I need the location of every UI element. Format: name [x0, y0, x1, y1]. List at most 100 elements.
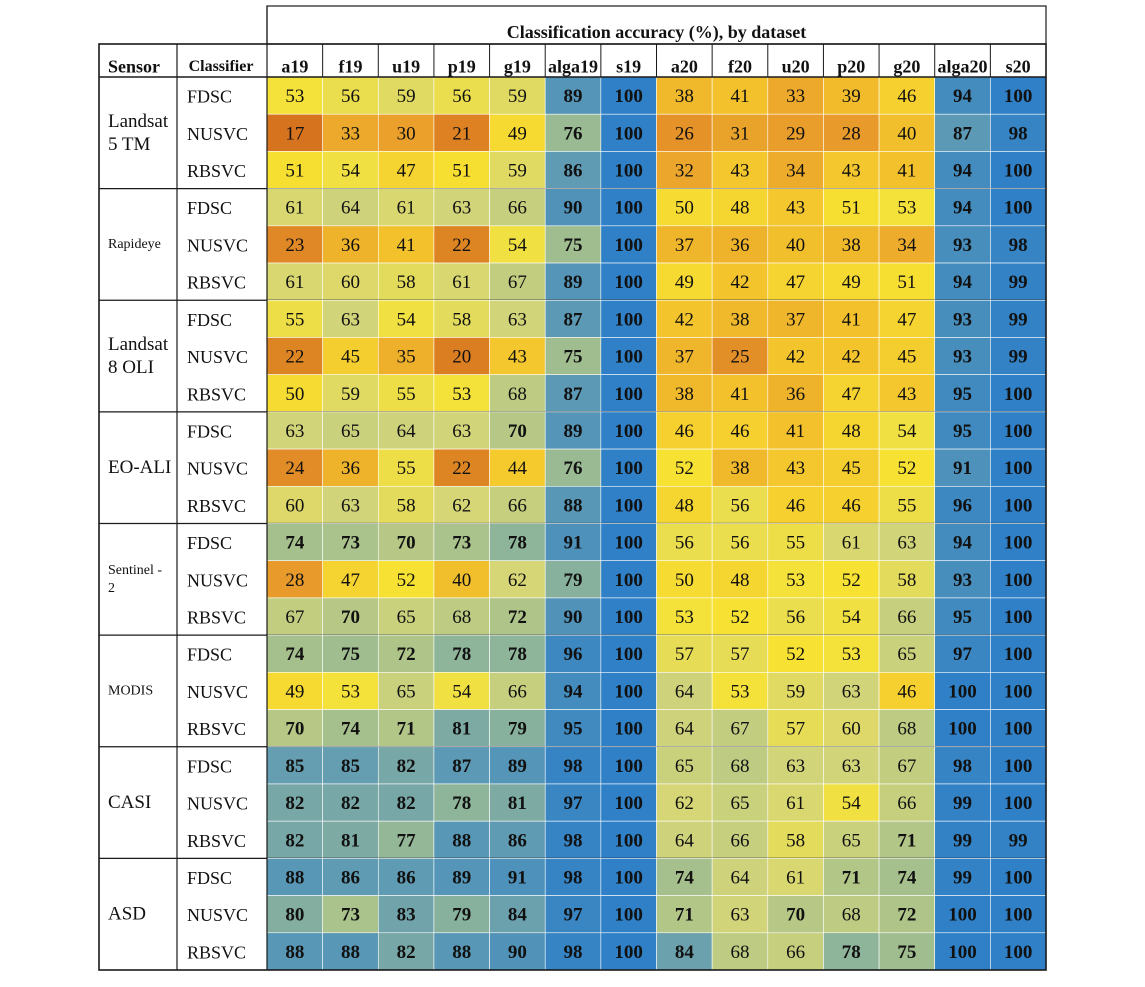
heatmap-cell	[600, 597, 657, 636]
cell-value-label: 100	[614, 458, 643, 479]
cell-value-label: 100	[1004, 495, 1033, 516]
heatmap-cell	[600, 709, 657, 748]
heatmap-cell	[377, 225, 435, 264]
cell-value-label: 53	[285, 86, 304, 107]
cell-value-label: 48	[675, 495, 694, 516]
cell-value-label: 42	[786, 347, 805, 368]
cell-value-label: 51	[842, 198, 861, 219]
cell-value-label: 43	[730, 161, 749, 182]
heatmap-cell	[823, 225, 880, 264]
cell-value-label: 37	[786, 309, 805, 330]
cell-value-label: 54	[452, 681, 472, 702]
heatmap-cell	[990, 634, 1047, 673]
heatmap-cell	[656, 709, 713, 748]
heatmap-cell	[990, 113, 1047, 152]
heatmap-cell	[823, 299, 880, 338]
heatmap-cell	[322, 820, 379, 859]
sensor-label: CASI	[108, 792, 151, 813]
heatmap-cell	[433, 820, 490, 859]
heatmap-cell	[823, 895, 880, 934]
heatmap-cell	[322, 523, 379, 562]
cell-value-label: 46	[730, 421, 749, 442]
cell-value-label: 100	[614, 756, 643, 777]
cell-value-label: 38	[675, 86, 694, 107]
cell-value-label: 65	[842, 830, 861, 851]
cell-value-label: 77	[397, 830, 417, 851]
cell-value-label: 100	[1004, 719, 1033, 740]
cell-value-label: 32	[675, 161, 694, 182]
cell-value-label: 78	[452, 793, 471, 814]
cell-value-label: 70	[341, 607, 360, 628]
cell-value-label: 87	[564, 309, 584, 330]
cell-value-label: 75	[564, 347, 583, 368]
column-header-label: f19	[338, 57, 362, 77]
heatmap-cell	[377, 299, 435, 338]
cell-value-label: 42	[730, 272, 749, 293]
cell-value-label: 56	[730, 533, 749, 554]
heatmap-cell	[600, 746, 657, 785]
sensor-label: Rapideye	[108, 237, 161, 252]
heatmap-cell	[656, 858, 713, 896]
cell-value-label: 100	[1004, 458, 1033, 479]
heatmap-cell	[878, 448, 936, 487]
heatmap-cell	[266, 783, 323, 822]
heatmap-cell	[544, 672, 602, 710]
cell-value-label: 98	[1009, 123, 1028, 144]
sensor-label: Landsat	[108, 111, 169, 132]
cell-value-label: 84	[675, 942, 695, 963]
classifier-label: RBSVC	[187, 161, 246, 181]
heatmap-cell	[711, 523, 769, 562]
heatmap-cell	[823, 560, 880, 599]
cell-value-label: 94	[953, 272, 973, 293]
heatmap-cell	[878, 299, 936, 338]
heatmap-cell	[823, 858, 880, 896]
heatmap-cell	[322, 672, 379, 710]
cell-value-label: 94	[953, 533, 973, 554]
cell-value-label: 42	[842, 347, 861, 368]
classifier-label: FDSC	[187, 87, 232, 107]
heatmap-cell	[767, 634, 824, 673]
cell-value-label: 100	[1004, 198, 1033, 219]
cell-value-label: 61	[786, 867, 805, 888]
cell-value-label: 58	[452, 309, 471, 330]
heatmap-cell	[377, 337, 435, 375]
cell-value-label: 59	[508, 161, 527, 182]
heatmap-cell	[322, 337, 379, 375]
cell-value-label: 78	[508, 533, 527, 554]
cell-value-label: 88	[341, 942, 360, 963]
heatmap-cell	[377, 783, 435, 822]
cell-value-label: 66	[508, 681, 527, 702]
cell-value-label: 82	[397, 793, 416, 814]
cell-value-label: 61	[285, 272, 304, 293]
heatmap-cell	[544, 746, 602, 785]
cell-value-label: 53	[842, 644, 861, 665]
heatmap-cell	[600, 113, 657, 152]
heatmap-cell	[377, 262, 435, 301]
heatmap-cell	[489, 374, 546, 413]
heatmap-cell	[767, 299, 824, 338]
heatmap-cell	[934, 188, 991, 227]
cell-value-label: 53	[897, 198, 916, 219]
heatmap-cell	[656, 783, 713, 822]
heatmap-cell	[990, 746, 1047, 785]
heatmap-cell	[489, 523, 546, 562]
cell-value-label: 99	[1009, 309, 1028, 330]
cell-value-label: 43	[508, 347, 527, 368]
cell-value-label: 74	[285, 533, 305, 554]
heatmap-cell	[322, 858, 379, 896]
heatmap-cell	[266, 374, 323, 413]
cell-value-label: 55	[397, 384, 416, 405]
cell-value-label: 34	[897, 235, 917, 256]
heatmap-cell	[990, 448, 1047, 487]
cell-value-label: 94	[564, 681, 584, 702]
heatmap-cell	[266, 151, 323, 189]
cell-value-label: 98	[564, 942, 583, 963]
cell-value-label: 40	[897, 123, 916, 144]
cell-value-label: 89	[564, 272, 583, 293]
cell-value-label: 80	[285, 905, 304, 926]
classifier-label: NUSVC	[187, 347, 248, 367]
cell-value-label: 100	[614, 905, 643, 926]
cell-value-label: 94	[953, 86, 973, 107]
heatmap-cell	[767, 560, 824, 599]
